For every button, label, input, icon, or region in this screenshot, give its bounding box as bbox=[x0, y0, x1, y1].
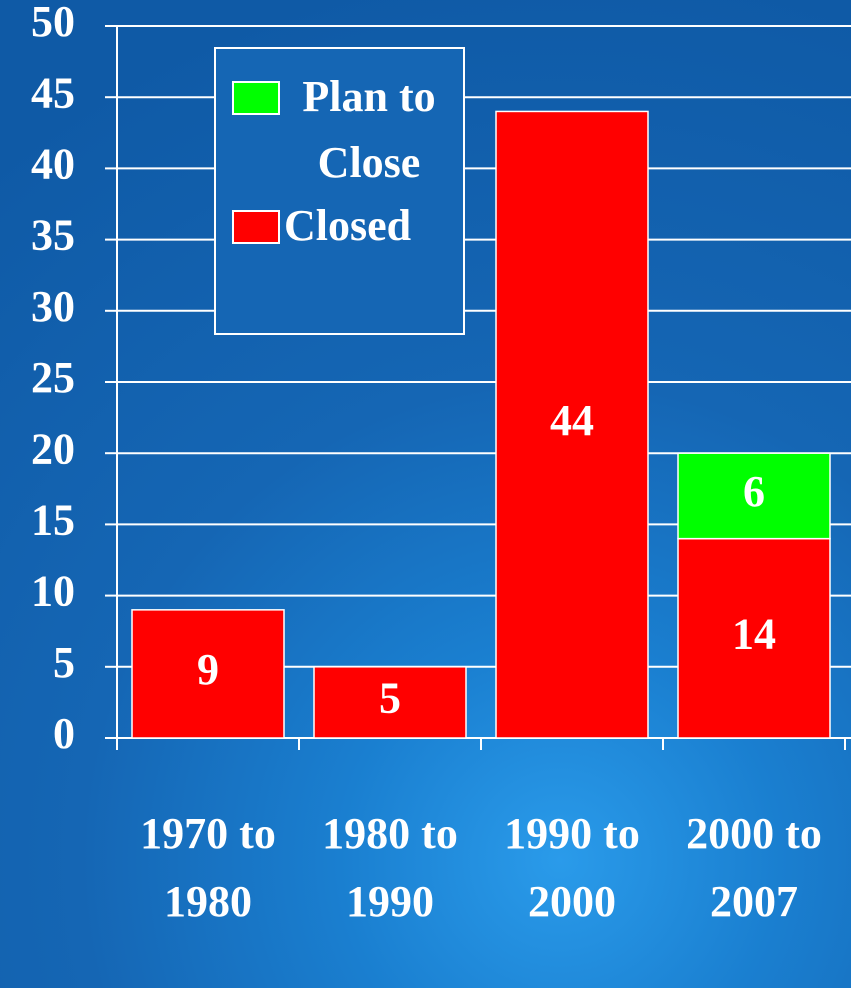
legend-swatch bbox=[232, 81, 280, 115]
data-label: 6 bbox=[743, 467, 765, 516]
data-label: 14 bbox=[732, 609, 776, 658]
y-tick-label: 5 bbox=[53, 638, 75, 687]
bar-segment bbox=[677, 452, 831, 540]
x-tick-label: 1990 to 2000 bbox=[504, 809, 640, 926]
y-tick-label: 35 bbox=[31, 211, 75, 260]
legend-label: Closed bbox=[284, 201, 412, 250]
legend-label: Plan to Close bbox=[302, 72, 436, 187]
y-tick-label: 0 bbox=[53, 709, 75, 758]
data-label: 5 bbox=[379, 673, 401, 722]
x-tick-label: 1970 to 1980 bbox=[140, 809, 276, 926]
y-tick-label: 30 bbox=[31, 282, 75, 331]
bar-segment bbox=[131, 609, 285, 739]
data-label: 44 bbox=[550, 396, 594, 445]
y-tick-label: 40 bbox=[31, 139, 75, 188]
bar-segment bbox=[313, 666, 467, 739]
y-tick-label: 10 bbox=[31, 567, 75, 616]
y-tick-label: 25 bbox=[31, 353, 75, 402]
y-tick-label: 15 bbox=[31, 495, 75, 544]
data-label: 9 bbox=[197, 645, 219, 694]
y-tick-label: 45 bbox=[31, 68, 75, 117]
bar-segment bbox=[677, 537, 831, 739]
x-tick-label: 1980 to 1990 bbox=[322, 809, 458, 926]
x-tick-label: 2000 to 2007 bbox=[686, 809, 822, 926]
legend-swatch bbox=[232, 210, 280, 244]
y-tick-label: 50 bbox=[31, 0, 75, 46]
bar-segment bbox=[495, 110, 649, 739]
y-tick-label: 20 bbox=[31, 424, 75, 473]
